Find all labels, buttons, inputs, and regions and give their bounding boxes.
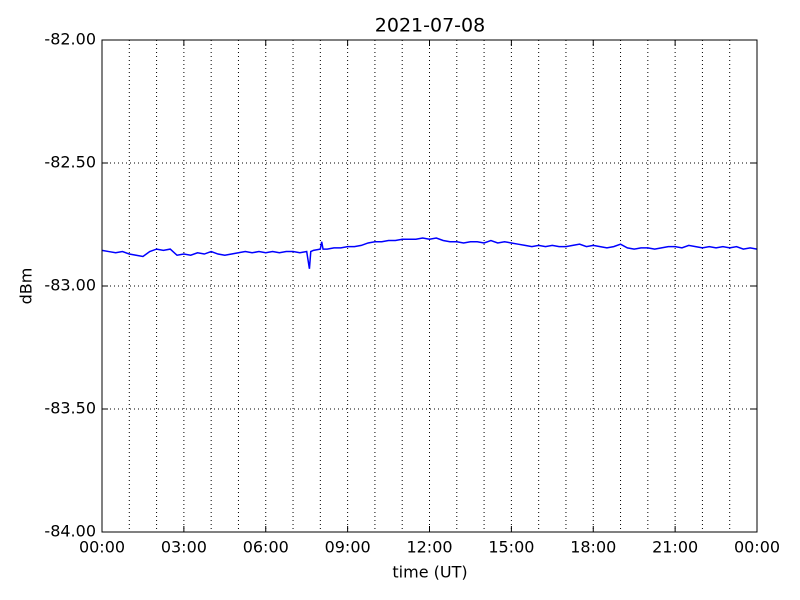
x-tick-label: 00:00 xyxy=(79,538,125,557)
y-tick-label: -83.50 xyxy=(44,399,96,418)
x-tick-label: 06:00 xyxy=(243,538,289,557)
x-tick-label: 03:00 xyxy=(161,538,207,557)
y-tick-label: -84.00 xyxy=(44,522,96,541)
x-tick-label: 12:00 xyxy=(406,538,452,557)
y-axis-label: dBm xyxy=(17,268,36,305)
x-axis-label: time (UT) xyxy=(392,563,467,582)
y-tick-label: -83.00 xyxy=(44,276,96,295)
chart-title: 2021-07-08 xyxy=(375,15,485,37)
x-tick-label: 21:00 xyxy=(652,538,698,557)
data-line xyxy=(101,237,758,269)
y-tick-label: -82.50 xyxy=(44,153,96,172)
x-tick-label: 00:00 xyxy=(734,538,780,557)
x-tick-label: 18:00 xyxy=(570,538,616,557)
plot-frame xyxy=(101,39,758,533)
x-tick-label: 09:00 xyxy=(325,538,371,557)
x-tick-label: 15:00 xyxy=(488,538,534,557)
y-tick-label: -82.00 xyxy=(44,30,96,49)
